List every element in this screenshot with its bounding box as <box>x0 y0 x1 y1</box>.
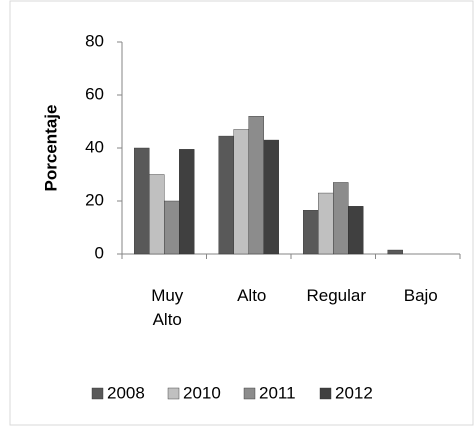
x-tick-label: Muy Alto <box>151 286 184 329</box>
y-tick-label: 60 <box>85 84 104 103</box>
legend-swatch <box>243 387 256 400</box>
bar <box>263 139 279 255</box>
bar <box>164 200 180 255</box>
bar <box>303 210 319 255</box>
bar <box>333 182 349 255</box>
legend-swatch <box>91 387 104 400</box>
y-tick-label: 0 <box>95 243 104 262</box>
bar <box>233 129 249 255</box>
x-tick-label: Bajo <box>403 286 438 305</box>
bar <box>387 249 403 255</box>
legend-label: 2008 <box>107 383 145 402</box>
bar <box>248 115 264 255</box>
bar <box>348 206 364 255</box>
bar <box>218 135 234 255</box>
legend-label: 2012 <box>335 383 373 402</box>
y-axis-label: Porcentaje <box>41 105 60 192</box>
bar <box>134 147 150 255</box>
x-tick-label: Alto <box>237 286 267 305</box>
y-tick-label: 80 <box>85 31 104 50</box>
bar <box>149 174 165 255</box>
legend-swatch <box>319 387 332 400</box>
legend-swatch <box>167 387 180 400</box>
legend-label: 2010 <box>183 383 221 402</box>
chart-frame <box>9 0 474 426</box>
bar <box>179 149 195 255</box>
x-tick-label: Regular <box>306 286 367 305</box>
legend-label: 2011 <box>259 383 296 402</box>
bar <box>318 192 334 255</box>
y-tick-label: 40 <box>85 137 104 156</box>
y-tick-label: 20 <box>85 190 104 209</box>
